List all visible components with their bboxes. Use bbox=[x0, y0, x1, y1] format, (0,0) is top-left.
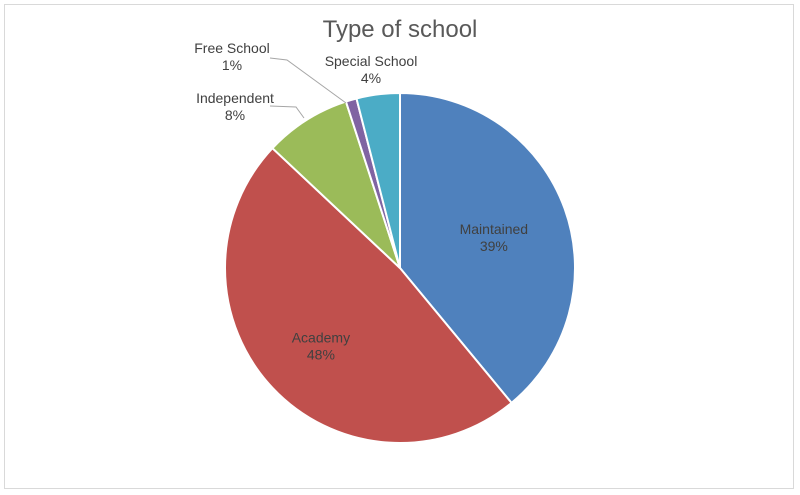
pie-slices bbox=[223, 91, 576, 445]
leader-line bbox=[269, 57, 347, 104]
pie-slice-academy bbox=[223, 146, 513, 445]
leader-line bbox=[269, 105, 305, 119]
pie-slice-maintained bbox=[399, 91, 576, 405]
slice-label-value: 39% bbox=[480, 238, 508, 254]
chart-title: Type of school bbox=[323, 16, 478, 43]
slice-label-name: Academy bbox=[292, 329, 350, 345]
slice-label-name: Special School bbox=[325, 53, 418, 69]
slice-label-value: 4% bbox=[361, 70, 381, 86]
slice-label-name: Independent bbox=[196, 90, 274, 106]
slice-label-value: 8% bbox=[225, 107, 245, 123]
slice-label-name: Free School bbox=[194, 40, 269, 56]
slice-label-name: Maintained bbox=[460, 221, 529, 237]
leader-lines bbox=[269, 57, 347, 119]
slice-label-value: 48% bbox=[307, 346, 335, 362]
slice-label-value: 1% bbox=[222, 57, 242, 73]
pie-slice-special-school bbox=[355, 91, 401, 269]
